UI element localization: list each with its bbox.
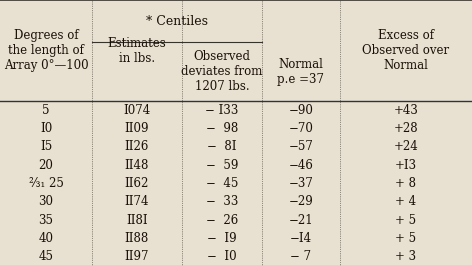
- Text: −  33: − 33: [206, 195, 238, 208]
- Text: II62: II62: [125, 177, 149, 190]
- Text: II09: II09: [125, 122, 149, 135]
- Text: − 7: − 7: [290, 250, 312, 263]
- Text: −29: −29: [288, 195, 313, 208]
- Text: −57: −57: [288, 140, 313, 153]
- Text: Degrees of
the length of
Array 0°—100: Degrees of the length of Array 0°—100: [4, 29, 88, 72]
- Text: −46: −46: [288, 159, 313, 172]
- Text: II74: II74: [125, 195, 149, 208]
- Text: 20: 20: [39, 159, 53, 172]
- Text: +I3: +I3: [395, 159, 417, 172]
- Text: II48: II48: [125, 159, 149, 172]
- Text: II26: II26: [125, 140, 149, 153]
- Text: + 5: + 5: [396, 232, 416, 245]
- Text: +28: +28: [394, 122, 418, 135]
- Text: −21: −21: [288, 214, 313, 227]
- Text: + 3: + 3: [396, 250, 416, 263]
- Text: −  I9: − I9: [207, 232, 236, 245]
- Text: Excess of
Observed over
Normal: Excess of Observed over Normal: [362, 29, 449, 72]
- Text: −  59: − 59: [206, 159, 238, 172]
- Text: Observed
deviates from
1207 lbs.: Observed deviates from 1207 lbs.: [181, 50, 262, 93]
- Text: −  26: − 26: [206, 214, 238, 227]
- Text: I074: I074: [123, 104, 151, 117]
- Text: Normal
p.e =37: Normal p.e =37: [278, 58, 324, 86]
- Text: −  98: − 98: [206, 122, 238, 135]
- Text: −  45: − 45: [206, 177, 238, 190]
- Text: I0: I0: [40, 122, 52, 135]
- Text: II8I: II8I: [126, 214, 148, 227]
- Text: −I4: −I4: [290, 232, 312, 245]
- Text: I5: I5: [40, 140, 52, 153]
- Text: Estimates
in lbs.: Estimates in lbs.: [108, 36, 166, 65]
- Text: −  8I: − 8I: [207, 140, 236, 153]
- Text: 35: 35: [39, 214, 53, 227]
- Text: II88: II88: [125, 232, 149, 245]
- Text: + 8: + 8: [396, 177, 416, 190]
- Text: +43: +43: [394, 104, 418, 117]
- Text: − I33: − I33: [205, 104, 238, 117]
- Text: −37: −37: [288, 177, 313, 190]
- Text: −90: −90: [288, 104, 313, 117]
- Text: 45: 45: [39, 250, 53, 263]
- Text: II97: II97: [125, 250, 149, 263]
- Text: 5: 5: [42, 104, 50, 117]
- Text: 30: 30: [39, 195, 53, 208]
- Text: * Centiles: * Centiles: [146, 15, 208, 28]
- Text: −70: −70: [288, 122, 313, 135]
- Text: + 4: + 4: [396, 195, 416, 208]
- Text: −  I0: − I0: [207, 250, 236, 263]
- Text: +24: +24: [394, 140, 418, 153]
- Text: + 5: + 5: [396, 214, 416, 227]
- Text: 40: 40: [39, 232, 53, 245]
- Text: ⅔₁ 25: ⅔₁ 25: [29, 177, 63, 190]
